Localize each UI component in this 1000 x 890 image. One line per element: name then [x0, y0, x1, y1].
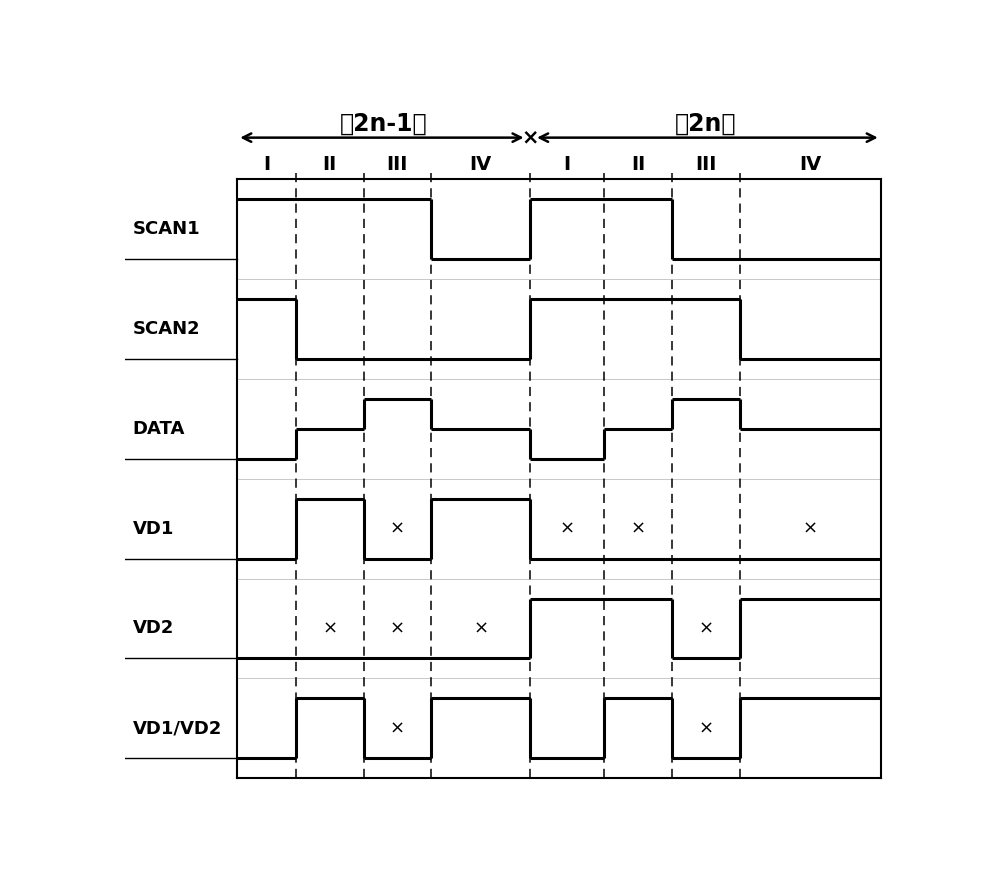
Text: ×: ×: [560, 520, 575, 538]
Text: ×: ×: [698, 719, 713, 738]
Text: VD1: VD1: [133, 520, 174, 538]
Text: 第2n-1帧: 第2n-1帧: [340, 112, 428, 136]
Text: IV: IV: [470, 155, 492, 174]
Text: SCAN1: SCAN1: [133, 220, 200, 238]
Text: SCAN2: SCAN2: [133, 320, 200, 337]
Text: 第2n帧: 第2n帧: [675, 112, 736, 136]
Text: ×: ×: [390, 520, 405, 538]
Text: II: II: [322, 155, 337, 174]
Text: ×: ×: [803, 520, 818, 538]
Text: III: III: [695, 155, 717, 174]
Text: VD2: VD2: [133, 619, 174, 637]
Text: I: I: [263, 155, 270, 174]
Text: DATA: DATA: [133, 419, 185, 438]
Text: ×: ×: [390, 619, 405, 637]
Text: ×: ×: [473, 619, 488, 637]
Text: II: II: [631, 155, 645, 174]
Text: ×: ×: [698, 619, 713, 637]
Text: VD1/VD2: VD1/VD2: [133, 719, 222, 738]
Text: ×: ×: [322, 619, 337, 637]
Text: ×: ×: [522, 127, 539, 148]
Text: ×: ×: [630, 520, 646, 538]
Text: I: I: [564, 155, 571, 174]
Text: IV: IV: [799, 155, 821, 174]
Text: III: III: [387, 155, 408, 174]
Text: ×: ×: [390, 719, 405, 738]
